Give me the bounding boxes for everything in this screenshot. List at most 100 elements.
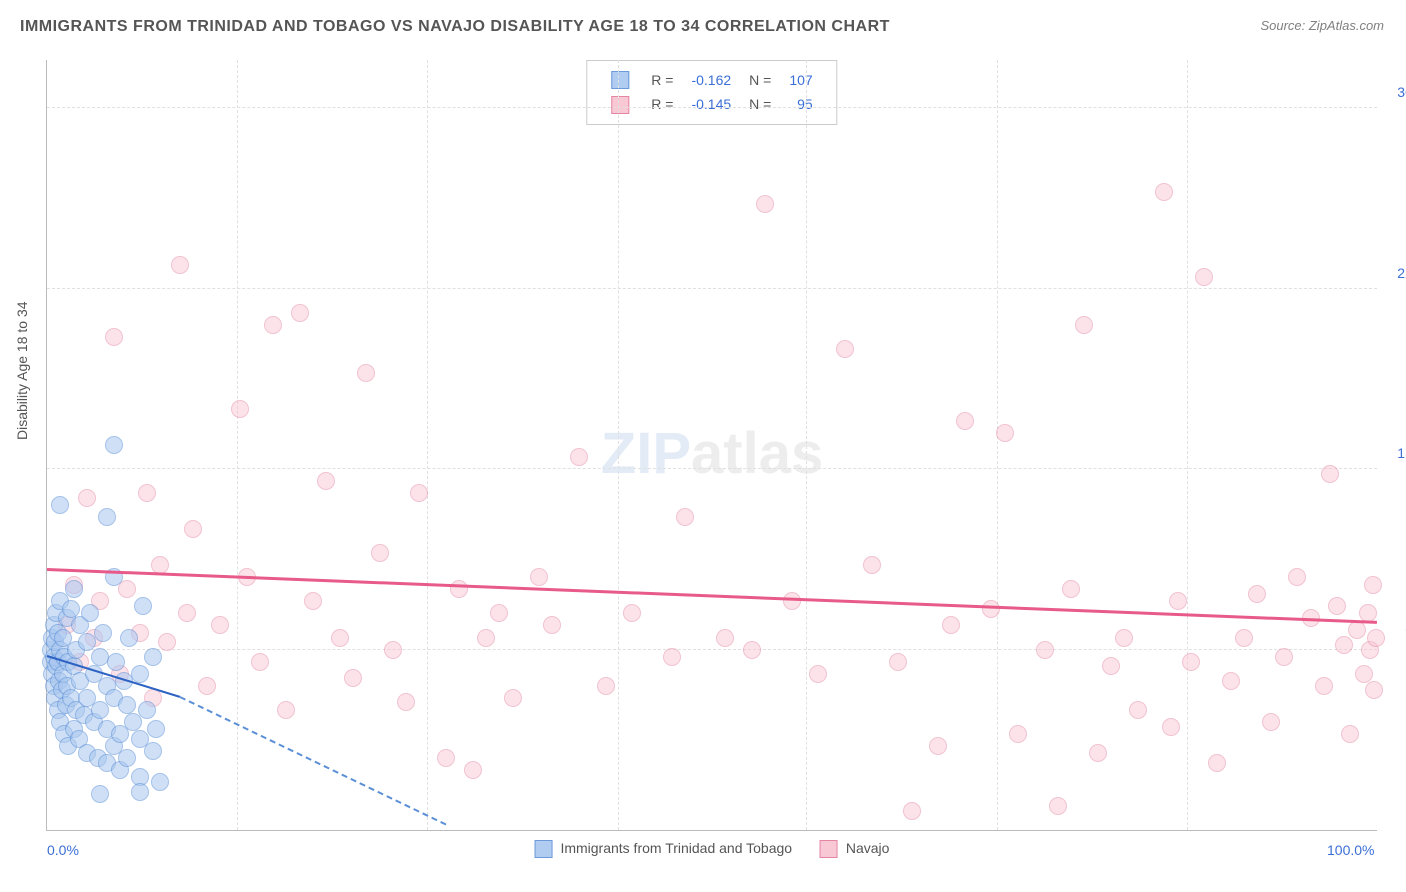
data-point-navajo bbox=[1248, 585, 1266, 603]
data-point-navajo bbox=[1328, 597, 1346, 615]
data-point-navajo bbox=[756, 195, 774, 213]
data-point-navajo bbox=[1367, 629, 1385, 647]
source-attribution: Source: ZipAtlas.com bbox=[1260, 18, 1384, 33]
data-point-navajo bbox=[277, 701, 295, 719]
data-point-navajo bbox=[1182, 653, 1200, 671]
y-axis-label: Disability Age 18 to 34 bbox=[14, 301, 30, 440]
data-point-navajo bbox=[118, 580, 136, 598]
legend-label-trinidad: Immigrants from Trinidad and Tobago bbox=[560, 840, 792, 856]
data-point-navajo bbox=[530, 568, 548, 586]
data-point-trinidad bbox=[62, 600, 80, 618]
ytick-label: 30.0% bbox=[1382, 84, 1406, 100]
data-point-navajo bbox=[171, 256, 189, 274]
data-point-navajo bbox=[863, 556, 881, 574]
data-point-navajo bbox=[251, 653, 269, 671]
data-point-navajo bbox=[1355, 665, 1373, 683]
gridline-v bbox=[618, 60, 619, 830]
gridline-v bbox=[997, 60, 998, 830]
gridline-h bbox=[47, 649, 1377, 650]
data-point-trinidad bbox=[151, 773, 169, 791]
data-point-navajo bbox=[996, 424, 1014, 442]
data-point-navajo bbox=[889, 653, 907, 671]
watermark: ZIPatlas bbox=[601, 420, 823, 487]
ytick-label: 7.5% bbox=[1382, 626, 1406, 642]
gridline-h bbox=[47, 107, 1377, 108]
data-point-navajo bbox=[1102, 657, 1120, 675]
scatter-chart: ZIPatlas R = -0.162 N = 107 R = -0.145 N… bbox=[46, 60, 1377, 831]
data-point-trinidad bbox=[134, 597, 152, 615]
data-point-navajo bbox=[1208, 754, 1226, 772]
swatch-trinidad-b bbox=[535, 840, 553, 858]
xtick-label: 0.0% bbox=[47, 842, 79, 858]
data-point-trinidad bbox=[94, 624, 112, 642]
data-point-trinidad bbox=[144, 648, 162, 666]
swatch-navajo bbox=[611, 96, 629, 114]
data-point-navajo bbox=[344, 669, 362, 687]
data-point-navajo bbox=[903, 802, 921, 820]
ytick-label: 22.5% bbox=[1382, 265, 1406, 281]
legend-row-trinidad: R = -0.162 N = 107 bbox=[603, 69, 820, 91]
data-point-navajo bbox=[1365, 681, 1383, 699]
data-point-navajo bbox=[1195, 268, 1213, 286]
gridline-h bbox=[47, 288, 1377, 289]
data-point-navajo bbox=[158, 633, 176, 651]
data-point-trinidad bbox=[118, 696, 136, 714]
data-point-trinidad bbox=[78, 633, 96, 651]
gridline-h bbox=[47, 468, 1377, 469]
data-point-navajo bbox=[477, 629, 495, 647]
data-point-trinidad bbox=[105, 436, 123, 454]
data-point-navajo bbox=[1341, 725, 1359, 743]
data-point-navajo bbox=[291, 304, 309, 322]
data-point-navajo bbox=[178, 604, 196, 622]
data-point-navajo bbox=[357, 364, 375, 382]
data-point-navajo bbox=[716, 629, 734, 647]
data-point-navajo bbox=[231, 400, 249, 418]
data-point-navajo bbox=[1288, 568, 1306, 586]
data-point-navajo bbox=[597, 677, 615, 695]
data-point-navajo bbox=[1222, 672, 1240, 690]
data-point-trinidad bbox=[51, 496, 69, 514]
data-point-navajo bbox=[490, 604, 508, 622]
data-point-navajo bbox=[371, 544, 389, 562]
gridline-v bbox=[806, 60, 807, 830]
data-point-navajo bbox=[623, 604, 641, 622]
data-point-trinidad bbox=[144, 742, 162, 760]
swatch-trinidad bbox=[611, 71, 629, 89]
data-point-navajo bbox=[956, 412, 974, 430]
ytick-label: 15.0% bbox=[1382, 445, 1406, 461]
data-point-navajo bbox=[184, 520, 202, 538]
data-point-trinidad bbox=[131, 783, 149, 801]
data-point-navajo bbox=[1009, 725, 1027, 743]
data-point-navajo bbox=[1275, 648, 1293, 666]
data-point-navajo bbox=[1315, 677, 1333, 695]
data-point-navajo bbox=[1075, 316, 1093, 334]
data-point-navajo bbox=[105, 328, 123, 346]
data-point-navajo bbox=[1169, 592, 1187, 610]
data-point-navajo bbox=[783, 592, 801, 610]
data-point-navajo bbox=[1348, 621, 1366, 639]
data-point-navajo bbox=[1155, 183, 1173, 201]
data-point-navajo bbox=[809, 665, 827, 683]
data-point-navajo bbox=[1364, 576, 1382, 594]
data-point-navajo bbox=[317, 472, 335, 490]
data-point-trinidad bbox=[91, 785, 109, 803]
data-point-navajo bbox=[211, 616, 229, 634]
data-point-navajo bbox=[929, 737, 947, 755]
data-point-navajo bbox=[1062, 580, 1080, 598]
data-point-trinidad bbox=[98, 508, 116, 526]
data-point-navajo bbox=[663, 648, 681, 666]
data-point-navajo bbox=[264, 316, 282, 334]
data-point-navajo bbox=[1049, 797, 1067, 815]
data-point-navajo bbox=[410, 484, 428, 502]
data-point-navajo bbox=[464, 761, 482, 779]
data-point-navajo bbox=[304, 592, 322, 610]
legend-label-navajo: Navajo bbox=[846, 840, 890, 856]
data-point-navajo bbox=[543, 616, 561, 634]
data-point-navajo bbox=[1036, 641, 1054, 659]
data-point-navajo bbox=[1235, 629, 1253, 647]
series-legend: Immigrants from Trinidad and Tobago Nava… bbox=[523, 840, 902, 858]
gridline-v bbox=[1187, 60, 1188, 830]
data-point-navajo bbox=[1335, 636, 1353, 654]
data-point-navajo bbox=[1262, 713, 1280, 731]
data-point-trinidad bbox=[107, 653, 125, 671]
